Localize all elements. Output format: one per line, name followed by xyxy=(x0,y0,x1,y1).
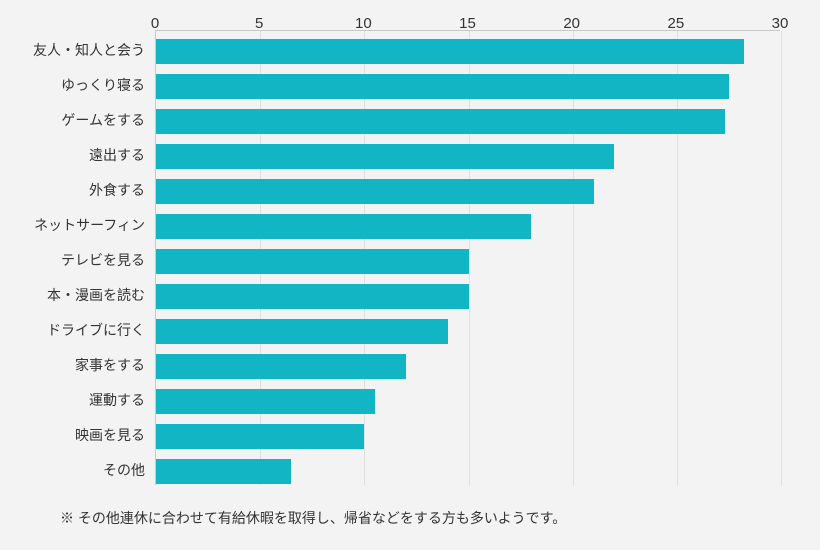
y-axis-label: 本・漫画を読む xyxy=(47,283,145,308)
grid-line xyxy=(573,31,574,485)
bar-row xyxy=(156,39,744,64)
bar xyxy=(156,214,531,239)
bar-row xyxy=(156,214,531,239)
bar xyxy=(156,389,375,414)
grid-line xyxy=(469,31,470,485)
bar xyxy=(156,424,364,449)
bar xyxy=(156,74,729,99)
y-axis-label: 家事をする xyxy=(75,353,145,378)
bar xyxy=(156,459,291,484)
bar xyxy=(156,109,725,134)
bar-row xyxy=(156,354,406,379)
chart xyxy=(155,30,780,485)
bar xyxy=(156,144,614,169)
bar-row xyxy=(156,284,469,309)
bar-row xyxy=(156,249,469,274)
bar xyxy=(156,249,469,274)
bar-row xyxy=(156,74,729,99)
y-axis-label: 映画を見る xyxy=(75,423,145,448)
plot-area xyxy=(155,30,780,485)
y-axis-label: 運動する xyxy=(89,388,145,413)
bar-row xyxy=(156,424,364,449)
bar xyxy=(156,39,744,64)
y-axis-label: テレビを見る xyxy=(61,248,145,273)
bar-row xyxy=(156,109,725,134)
y-axis-label: ネットサーフィン xyxy=(34,213,145,238)
bar-row xyxy=(156,179,594,204)
bar-row xyxy=(156,144,614,169)
y-axis-label: 友人・知人と会う xyxy=(33,38,145,63)
bar xyxy=(156,319,448,344)
grid-line xyxy=(677,31,678,485)
y-axis-label: ゆっくり寝る xyxy=(61,73,145,98)
bar xyxy=(156,284,469,309)
y-axis-label: ドライブに行く xyxy=(47,318,145,343)
grid-line xyxy=(781,31,782,485)
bar-row xyxy=(156,389,375,414)
bar-row xyxy=(156,319,448,344)
y-axis-label: 遠出する xyxy=(89,143,145,168)
bar xyxy=(156,179,594,204)
footnote: ※ その他連休に合わせて有給休暇を取得し、帰省などをする方も多いようです。 xyxy=(60,508,566,528)
y-axis-label: ゲームをする xyxy=(61,108,145,133)
bar xyxy=(156,354,406,379)
y-axis-label: その他 xyxy=(103,458,145,483)
y-axis-label: 外食する xyxy=(89,178,145,203)
bar-row xyxy=(156,459,291,484)
